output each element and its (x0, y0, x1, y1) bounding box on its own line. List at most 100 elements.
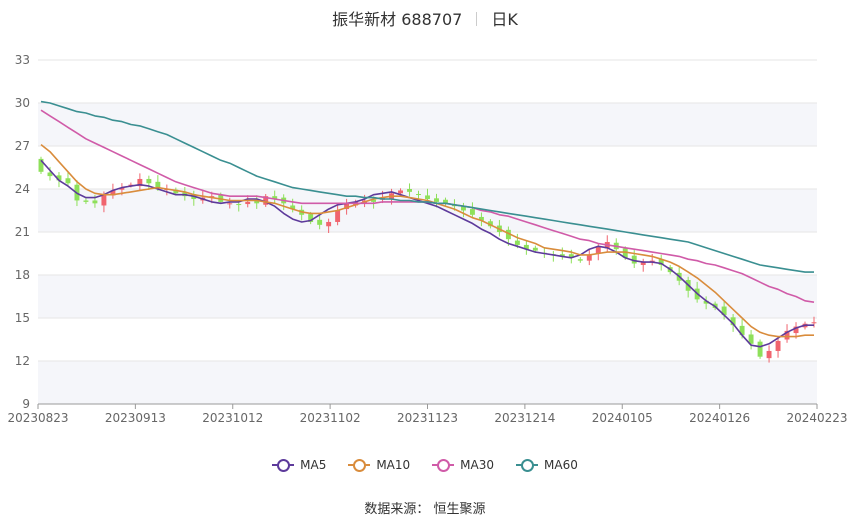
legend-swatch (432, 458, 455, 472)
data-source: 数据来源： 恒生聚源 (364, 502, 486, 517)
title-separator (476, 12, 478, 26)
x-tick-label: 20231012 (202, 411, 263, 425)
grid-bands (38, 103, 817, 404)
grid-band (38, 361, 817, 404)
candle-body (658, 259, 664, 265)
legend-swatch (272, 458, 295, 472)
legend-label: MA10 (376, 458, 411, 472)
candle-body (173, 189, 179, 194)
candle-body (505, 229, 511, 240)
candle-body (784, 330, 790, 340)
y-tick-label: 9 (22, 397, 30, 411)
candle-body (631, 255, 637, 264)
candle-body (317, 219, 323, 225)
candle-body (245, 201, 251, 205)
legend-label: MA5 (300, 458, 327, 472)
period-label: 日K (491, 10, 518, 29)
candle-body (92, 200, 98, 204)
candle-body (703, 300, 709, 304)
candle-body (523, 244, 529, 250)
candle-body (65, 178, 71, 184)
x-tick-label: 20231102 (300, 411, 361, 425)
legend-marker (521, 459, 535, 472)
x-tick-label: 20230913 (105, 411, 166, 425)
y-axis-ticks: 9 12 15 18 21 24 27 30 33 (15, 53, 30, 411)
candle-body (137, 178, 143, 187)
series-line-ma5 (40, 159, 814, 348)
legend-item-ma5[interactable]: MA5 (272, 458, 326, 472)
candle-body (757, 341, 763, 357)
candle-body (721, 306, 727, 316)
x-tick-label: 20240105 (592, 411, 653, 425)
candle-body (407, 189, 412, 192)
y-tick-label: 15 (15, 311, 30, 325)
candle-body (730, 317, 736, 326)
candle-body (793, 326, 799, 334)
legend-swatch (516, 458, 539, 472)
legend-label: MA60 (544, 458, 578, 472)
candle-body (434, 198, 439, 202)
candle-body (478, 216, 484, 221)
candle-body (577, 259, 583, 261)
candle-body (739, 325, 745, 336)
legend-marker (437, 459, 451, 472)
candle-body (290, 205, 296, 210)
y-tick-label: 21 (15, 225, 30, 239)
candle-body (263, 196, 269, 205)
candle-body (227, 203, 233, 205)
x-tick-label: 20231123 (397, 411, 458, 425)
y-tick-label: 27 (15, 139, 30, 153)
legend-marker (353, 459, 367, 472)
candle-body (335, 210, 341, 222)
candle-body (119, 187, 125, 190)
candle-body (56, 175, 62, 181)
candle-body (622, 248, 628, 258)
candle-body (128, 184, 134, 186)
candle-body (748, 334, 754, 344)
candle-body (640, 262, 646, 265)
candle-body (568, 254, 574, 258)
candle-body (460, 206, 466, 211)
candle-body (425, 195, 430, 200)
candle-body (487, 221, 493, 227)
candle-body (308, 214, 314, 222)
legend-item-ma60[interactable]: MA60 (516, 458, 578, 472)
candle-body (586, 254, 592, 261)
candle-body (469, 209, 475, 215)
series-line-ma60 (40, 100, 814, 273)
legend-item-ma10[interactable]: MA10 (348, 458, 410, 472)
x-tick-label: 20240126 (689, 411, 750, 425)
candle-body (47, 172, 53, 177)
candle-body (344, 203, 350, 210)
stock-name-code: 振华新材 688707 (332, 10, 463, 29)
candle-body (272, 196, 278, 200)
candle-body (83, 200, 89, 202)
legend-item-ma30[interactable]: MA30 (432, 458, 494, 472)
candle-body (326, 221, 332, 227)
legend: MA5 MA10 MA30 MA60 (0, 458, 850, 472)
grid-band (38, 103, 817, 146)
x-tick-label: 20230823 (7, 411, 68, 425)
y-tick-label: 18 (15, 268, 30, 282)
candle-body (371, 199, 377, 202)
candle-body (254, 199, 260, 204)
candle-body (155, 181, 161, 188)
x-tick-label: 20231214 (494, 411, 555, 425)
candle-body (559, 254, 565, 257)
candle-body (775, 340, 781, 351)
ma-lines (40, 100, 815, 348)
candle-body (146, 178, 152, 184)
y-tick-label: 24 (15, 182, 30, 196)
candle-body (236, 204, 242, 206)
y-tick-label: 30 (15, 96, 30, 110)
candle-body (38, 158, 44, 172)
candle-body (514, 240, 520, 245)
legend-label: MA30 (460, 458, 495, 472)
candle-body (595, 246, 601, 254)
candle-body (443, 199, 448, 204)
series-line-ma10 (40, 143, 814, 338)
x-tick-label: 20240223 (786, 411, 847, 425)
x-axis-ticks: 20230823 20230913 20231012 20231102 20231123… (7, 404, 848, 425)
